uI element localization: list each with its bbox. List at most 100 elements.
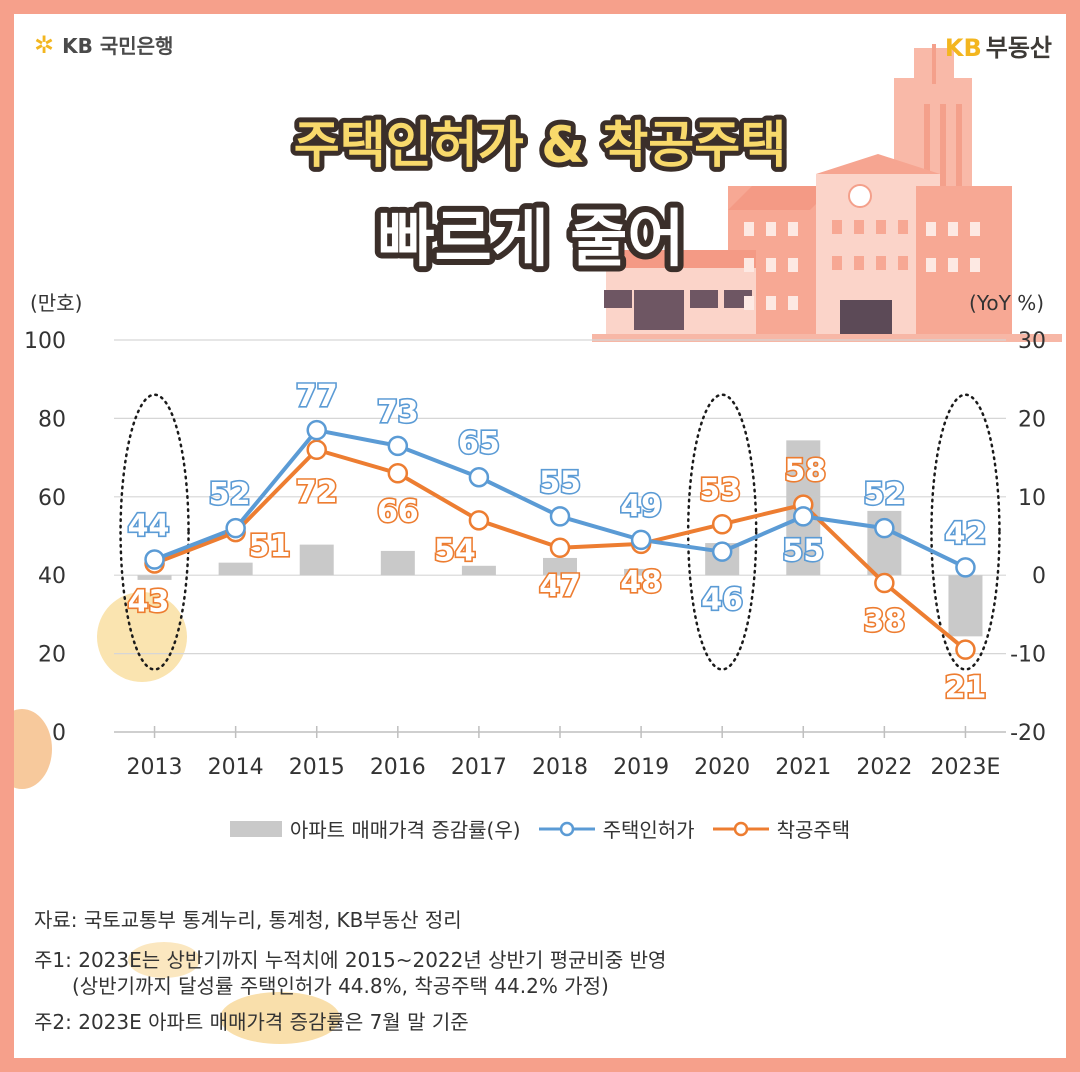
price-change-bar	[543, 557, 577, 576]
left-y-tick-label: 40	[38, 564, 66, 589]
price-change-bar	[299, 544, 334, 576]
left-axis-label: (만호)	[30, 291, 82, 315]
data-label-starts: 53	[699, 473, 741, 508]
point-starts	[549, 537, 571, 559]
data-label-permits: 49	[620, 489, 662, 524]
data-label-starts: 21	[945, 671, 987, 706]
data-label-permits: 44	[128, 509, 170, 544]
legend-item-starts: 착공주택	[712, 814, 851, 843]
price-change-bars	[137, 440, 983, 637]
legend-item-permits: 주택인허가	[538, 814, 695, 843]
point-starts	[387, 463, 409, 484]
data-label-starts: 66	[377, 494, 419, 529]
point-starts	[711, 513, 733, 535]
data-label-permits: 52	[863, 477, 905, 512]
left-y-tick-label: 100	[24, 329, 66, 354]
point-starts	[306, 439, 327, 461]
right-y-tick-label: -20	[1010, 721, 1046, 746]
data-label-starts: 51	[249, 529, 291, 564]
coin-decoration	[220, 992, 340, 1044]
price-change-bar	[380, 550, 415, 576]
right-y-tick-label: 20	[1018, 407, 1046, 432]
right-y-tick-label: 10	[1018, 486, 1046, 511]
data-label-permits: 52	[209, 477, 251, 512]
kb-realestate-logo: KB 부동산	[945, 28, 1052, 63]
series-points	[144, 419, 976, 660]
x-tick-label: 2017	[451, 755, 507, 780]
point-permits	[793, 506, 814, 527]
point-permits	[387, 435, 409, 457]
title-line-1: 주택인허가 & 착공주택	[294, 116, 786, 174]
left-y-tick-label: 20	[38, 643, 66, 668]
point-permits	[306, 419, 327, 441]
legend-item-price-change: 아파트 매매가격 증감률(우)	[229, 814, 521, 843]
legend-line-swatch-starts	[712, 821, 769, 836]
coin-decoration	[14, 709, 52, 789]
data-label-permits: 55	[539, 465, 581, 500]
kb-realestate-logo-kb: KB	[944, 34, 982, 62]
price-change-bar	[461, 565, 496, 576]
data-label-permits: 46	[701, 583, 743, 618]
coin-decoration	[128, 942, 200, 978]
point-permits	[955, 557, 976, 578]
price-change-bar	[137, 575, 172, 580]
point-permits	[874, 517, 895, 539]
data-label-starts: 58	[784, 454, 826, 489]
x-tick-label: 2019	[613, 755, 669, 780]
footnote-1: 주1: 2023E는 상반기까지 누적치에 2015~2022년 상반기 평균비…	[34, 948, 667, 972]
right-y-tick-label: 30	[1018, 329, 1046, 354]
data-label-permits: 77	[296, 379, 338, 414]
price-change-bar	[948, 575, 983, 637]
title-line-2: 빠르게 줄어	[378, 202, 685, 275]
source-note: 자료: 국토교통부 통계누리, 통계청, KB부동산 정리	[34, 908, 462, 932]
footnote-2: 주2: 2023E 아파트 매매가격 증감률은 7월 말 기준	[34, 1010, 469, 1034]
highlight-oval	[119, 393, 190, 671]
x-tick-label: 2015	[289, 755, 345, 780]
left-y-tick-label: 0	[52, 721, 66, 746]
data-label-permits: 65	[458, 426, 500, 461]
x-tick-label: 2014	[208, 755, 264, 780]
point-permits	[144, 549, 165, 570]
legend-line-swatch-permits	[538, 821, 595, 836]
kb-realestate-logo-text: 부동산	[985, 34, 1052, 62]
price-change-bar	[218, 562, 253, 576]
data-label-starts: 72	[296, 475, 338, 510]
data-label-permits: 55	[782, 533, 824, 568]
highlight-oval	[930, 393, 1001, 671]
data-label-starts: 47	[539, 569, 581, 604]
legend-label-starts: 착공주택	[776, 818, 851, 842]
right-y-tick-label: -10	[1010, 643, 1046, 668]
kb-star-icon: ✲	[34, 30, 55, 59]
kb-bank-logo: ✲ KB 국민은행	[34, 30, 173, 59]
point-permits	[549, 506, 571, 527]
legend-label-price-change: 아파트 매매가격 증감률(우)	[289, 818, 521, 842]
x-tick-label: 2018	[532, 755, 588, 780]
x-tick-label: 2020	[694, 755, 750, 780]
price-change-bar	[624, 568, 659, 576]
legend-bar-swatch	[229, 820, 282, 837]
footnote-1-detail: (상반기까지 달성률 주택인허가 44.8%, 착공주택 44.2% 가정)	[72, 974, 609, 998]
coin-decoration	[97, 592, 187, 682]
data-label-starts: 48	[620, 565, 662, 600]
x-tick-label: 2023E	[931, 755, 1001, 780]
x-tick-label: 2022	[856, 755, 912, 780]
data-label-starts: 43	[128, 584, 170, 619]
point-starts	[955, 639, 976, 660]
data-label-starts: 54	[434, 533, 476, 568]
data-label-permits: 42	[945, 516, 987, 551]
point-permits	[225, 517, 246, 539]
point-permits	[630, 529, 652, 551]
x-tick-label: 2021	[775, 755, 831, 780]
point-starts	[468, 510, 490, 531]
point-permits	[711, 541, 733, 562]
left-y-tick-label: 60	[38, 486, 66, 511]
infographic-card: 주택인허가 & 착공주택 빠르게 줄어 (만호) (YoY %) 0 20 40 60…	[14, 14, 1066, 1058]
legend-label-permits: 주택인허가	[602, 818, 695, 842]
x-tick-label: 2016	[370, 755, 426, 780]
chart-legend: 아파트 매매가격 증감률(우) 주택인허가 착공주택	[14, 814, 1066, 843]
left-y-axis: 0 20 40 60 80 100	[24, 329, 66, 746]
left-y-tick-label: 80	[38, 407, 66, 432]
kb-bank-logo-text: KB 국민은행	[62, 34, 174, 58]
x-axis: 2013 2014 2015 2016 2017 2018 2019 2020 2021 2022…	[114, 726, 1006, 780]
